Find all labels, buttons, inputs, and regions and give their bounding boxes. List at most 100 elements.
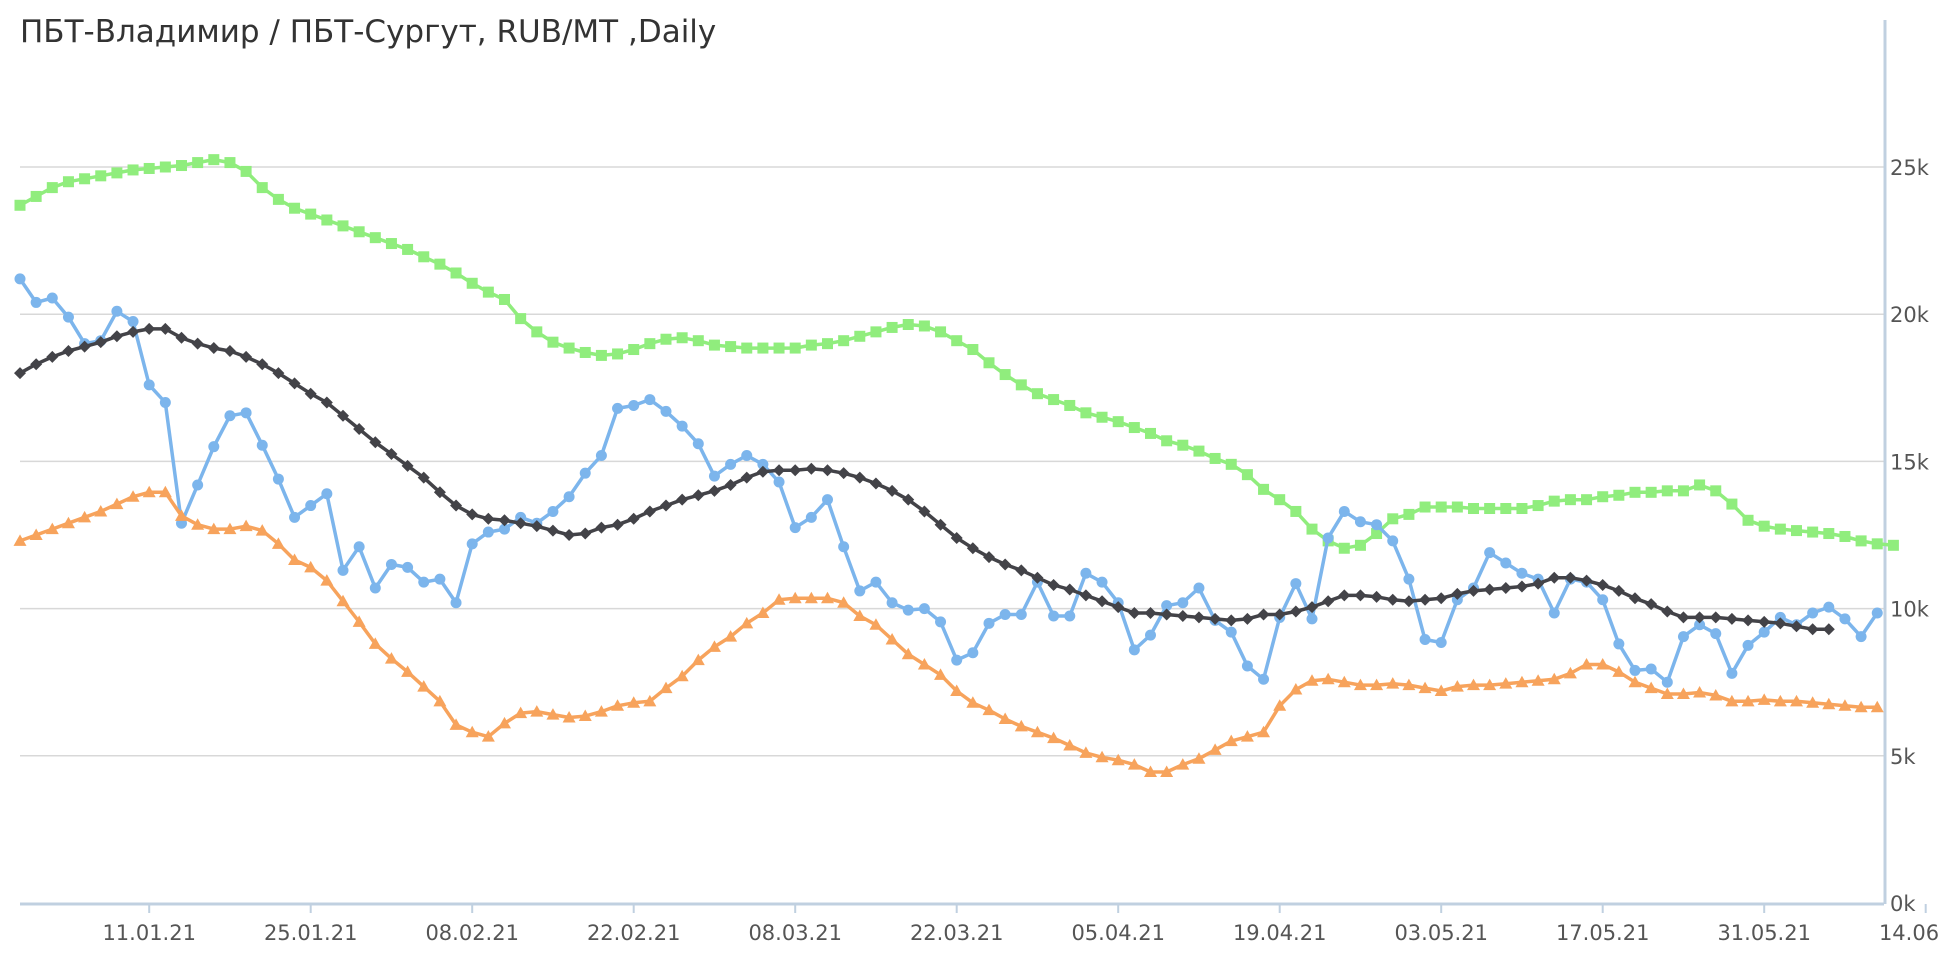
- x-tick-label: 03.05.21: [1394, 921, 1488, 945]
- data-point: [1079, 589, 1092, 602]
- data-point: [1791, 525, 1802, 537]
- data-point: [675, 669, 689, 682]
- data-point: [175, 331, 188, 344]
- data-point: [918, 603, 930, 615]
- data-point: [402, 243, 414, 255]
- data-point: [1694, 619, 1706, 631]
- data-point: [176, 160, 187, 172]
- data-point: [94, 504, 108, 517]
- data-point: [482, 526, 494, 538]
- data-point: [1709, 611, 1722, 624]
- data-point: [1371, 519, 1383, 531]
- data-point: [1192, 611, 1205, 624]
- data-point: [369, 436, 382, 449]
- data-point: [1435, 636, 1447, 648]
- x-tick-label: 05.04.21: [1071, 921, 1165, 945]
- data-point: [1450, 680, 1464, 692]
- data-point: [562, 711, 576, 723]
- data-point: [1725, 694, 1739, 707]
- data-point: [708, 339, 720, 351]
- data-point: [1353, 678, 1367, 691]
- data-point: [1548, 607, 1560, 619]
- data-point: [1613, 638, 1625, 650]
- data-point: [789, 342, 801, 354]
- data-point: [320, 396, 333, 409]
- data-point: [159, 397, 171, 409]
- data-point: [594, 705, 608, 717]
- data-point: [1289, 683, 1303, 695]
- data-point: [1064, 399, 1076, 411]
- data-point: [1322, 532, 1334, 544]
- data-point: [1402, 595, 1415, 608]
- data-point: [385, 238, 397, 250]
- data-point: [46, 182, 58, 194]
- x-tick-label: 19.04.21: [1233, 921, 1327, 945]
- data-point: [240, 350, 253, 363]
- data-point: [1548, 571, 1561, 584]
- data-point: [1403, 508, 1415, 520]
- data-point: [1757, 693, 1771, 705]
- data-point: [935, 616, 947, 628]
- data-point: [1710, 485, 1722, 497]
- data-point: [643, 505, 656, 518]
- data-point: [1079, 746, 1093, 758]
- data-point: [1434, 684, 1448, 697]
- data-point: [756, 606, 770, 619]
- data-point: [304, 560, 318, 573]
- data-point: [950, 684, 964, 697]
- data-point: [902, 319, 914, 331]
- data-point: [902, 493, 915, 506]
- x-tick-label: 11.01.21: [102, 921, 196, 945]
- data-point: [288, 553, 302, 566]
- data-point: [337, 220, 349, 232]
- data-point: [999, 608, 1011, 620]
- data-point: [1241, 660, 1253, 672]
- data-point: [660, 405, 672, 417]
- x-tick-label: 22.02.21: [587, 921, 681, 945]
- data-point: [1225, 458, 1237, 470]
- data-point: [272, 473, 284, 485]
- data-point: [805, 339, 817, 351]
- data-point: [530, 520, 543, 533]
- data-point: [1145, 629, 1156, 641]
- data-point: [1386, 593, 1399, 606]
- data-point: [223, 522, 237, 535]
- y-tick-label: 5k: [1890, 745, 1916, 769]
- data-point: [982, 703, 996, 716]
- data-point: [1807, 526, 1819, 538]
- data-point: [515, 313, 527, 325]
- data-point: [886, 484, 899, 497]
- data-point: [1306, 601, 1318, 614]
- data-point: [1451, 501, 1463, 513]
- data-point: [433, 694, 447, 707]
- data-point: [967, 344, 979, 356]
- data-point: [1532, 500, 1544, 512]
- tick-labels: 0k 5k 10k 15k 20k 25k 11.01.21 25.01.21 08.02.21…: [102, 156, 1939, 945]
- data-point: [1823, 601, 1835, 613]
- data-point: [1822, 623, 1835, 636]
- data-point: [272, 193, 284, 205]
- data-point: [1435, 501, 1447, 513]
- data-point: [628, 399, 640, 411]
- data-point: [1321, 672, 1335, 685]
- data-point: [159, 161, 171, 173]
- data-point: [1386, 677, 1400, 689]
- data-point: [595, 521, 608, 534]
- data-point: [547, 336, 559, 348]
- data-point: [1500, 503, 1512, 515]
- data-point: [1709, 688, 1723, 701]
- data-point: [983, 617, 995, 629]
- data-point: [78, 510, 92, 523]
- data-point: [708, 484, 721, 497]
- data-point: [546, 708, 560, 720]
- data-point: [627, 512, 640, 525]
- data-point: [1661, 605, 1674, 618]
- data-point: [498, 716, 511, 729]
- data-point: [1338, 589, 1351, 602]
- data-point: [1499, 581, 1512, 594]
- data-point: [660, 499, 672, 512]
- data-point: [853, 609, 867, 621]
- data-point: [950, 531, 963, 544]
- data-point: [612, 348, 624, 360]
- data-point: [336, 594, 350, 607]
